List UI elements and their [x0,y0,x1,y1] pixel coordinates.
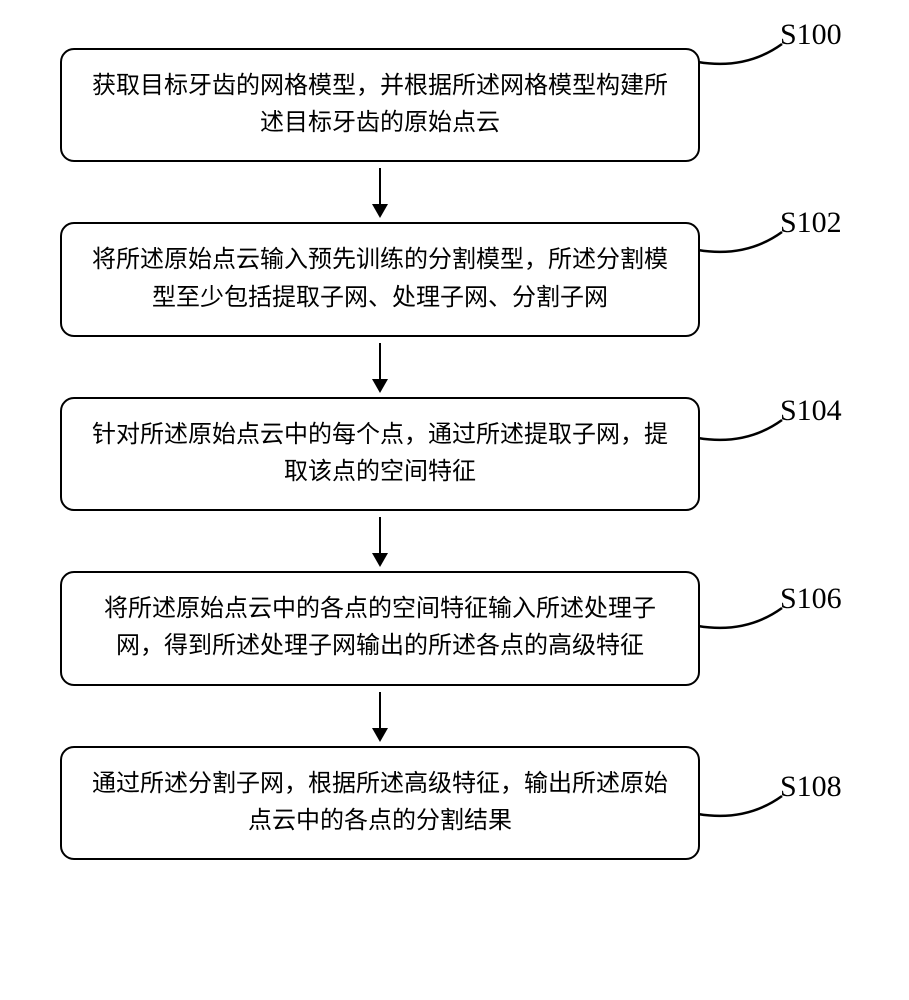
arrow-s102-s104 [60,337,700,397]
step-label-s106: S106 [780,582,842,616]
step-box-s108: 通过所述分割子网，根据所述高级特征，输出所述原始点云中的各点的分割结果 [60,746,700,860]
step-text: 将所述原始点云中的各点的空间特征输入所述处理子网，得到所述处理子网输出的所述各点… [104,596,656,659]
leader-line-s102 [696,230,786,260]
arrow-s104-s106 [60,511,700,571]
leader-line-s108 [696,794,786,824]
step-text: 将所述原始点云输入预先训练的分割模型，所述分割模型至少包括提取子网、处理子网、分… [92,247,668,310]
step-box-s100: 获取目标牙齿的网格模型，并根据所述网格模型构建所述目标牙齿的原始点云 [60,48,700,162]
step-box-s104: 针对所述原始点云中的每个点，通过所述提取子网，提取该点的空间特征 [60,397,700,511]
step-label-s104: S104 [780,394,842,428]
leader-line-s104 [696,418,786,448]
step-box-s106: 将所述原始点云中的各点的空间特征输入所述处理子网，得到所述处理子网输出的所述各点… [60,571,700,685]
step-label-s108: S108 [780,770,842,804]
step-box-s102: 将所述原始点云输入预先训练的分割模型，所述分割模型至少包括提取子网、处理子网、分… [60,222,700,336]
step-text: 通过所述分割子网，根据所述高级特征，输出所述原始点云中的各点的分割结果 [92,771,668,834]
step-text: 获取目标牙齿的网格模型，并根据所述网格模型构建所述目标牙齿的原始点云 [92,73,668,136]
flowchart-container: S100 获取目标牙齿的网格模型，并根据所述网格模型构建所述目标牙齿的原始点云 … [60,48,840,860]
step-label-s100: S100 [780,18,842,52]
step-label-s102: S102 [780,206,842,240]
step-text: 针对所述原始点云中的每个点，通过所述提取子网，提取该点的空间特征 [92,422,668,485]
leader-line-s100 [696,42,786,72]
arrow-s106-s108 [60,686,700,746]
leader-line-s106 [696,606,786,636]
arrow-s100-s102 [60,162,700,222]
